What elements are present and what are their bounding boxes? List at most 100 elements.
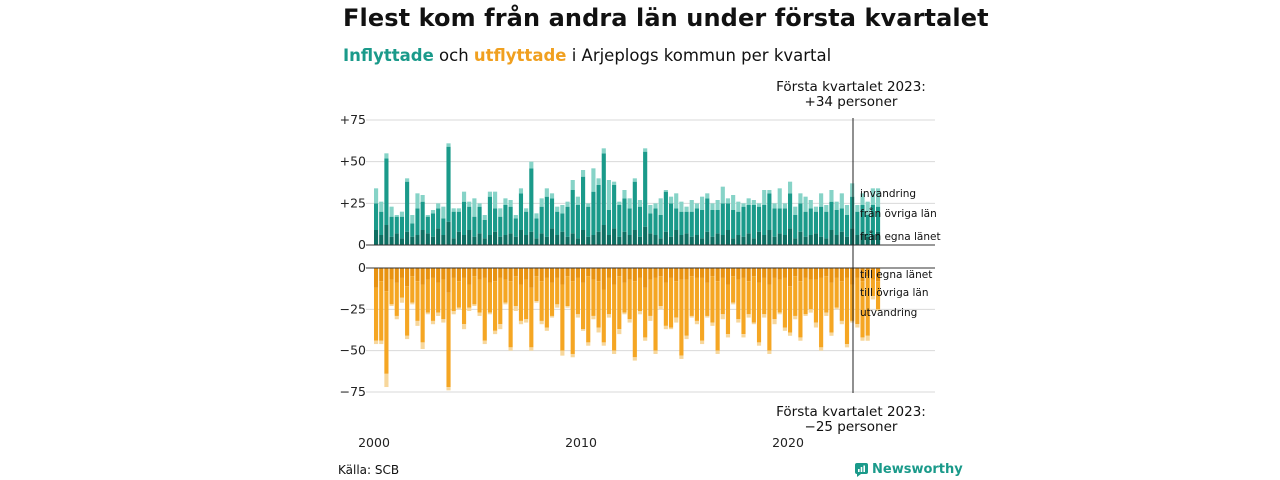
bar-out-ovriga (751, 276, 756, 323)
bar-out-ovriga (508, 281, 513, 348)
bar-out-ovriga (824, 276, 829, 313)
bar-out-ovriga (762, 277, 767, 315)
bar-in-egna (617, 236, 622, 245)
bar-out-egna (793, 268, 798, 277)
bar-in-ovriga (498, 216, 503, 237)
bar-in-invandring (860, 193, 865, 205)
bar-in-egna (570, 233, 575, 245)
bar-in-invandring (487, 191, 492, 197)
bar-out-egna (663, 268, 668, 283)
bar-in-ovriga (679, 211, 684, 235)
bar-out-egna (731, 268, 736, 277)
bar-out-egna (405, 268, 410, 287)
bar-in-egna (808, 235, 813, 245)
bar-in-ovriga (410, 223, 415, 237)
bar-out-egna (684, 268, 689, 280)
bar-in-ovriga (472, 216, 477, 237)
bar-in-invandring (482, 215, 487, 220)
bar-in-invandring (777, 188, 782, 209)
bar-out-ovriga (591, 279, 596, 316)
bar-in-ovriga (389, 216, 394, 237)
bar-out-utvandring (705, 315, 710, 318)
bar-in-invandring (648, 205, 653, 214)
bar-in-invandring (844, 205, 850, 215)
bar-in-ovriga (808, 208, 813, 235)
bar-in-invandring (503, 198, 508, 205)
bar-out-ovriga (539, 281, 544, 321)
bar-out-ovriga (617, 276, 622, 330)
bar-out-utvandring (772, 319, 777, 325)
bar-out-egna (586, 268, 591, 277)
bar-in-invandring (389, 206, 394, 217)
bar-out-egna (513, 268, 518, 277)
bar-in-ovriga (772, 208, 777, 237)
bar-in-ovriga (653, 208, 658, 235)
bar-out-utvandring (622, 312, 627, 315)
bar-in-invandring (394, 215, 399, 217)
bar-out-ovriga (461, 277, 467, 325)
bar-out-utvandring (487, 312, 492, 315)
bar-out-egna (565, 268, 570, 277)
bar-out-egna (767, 268, 772, 285)
bar-in-invandring (850, 183, 855, 197)
bar-out-ovriga (777, 279, 782, 313)
y-tick-label-out: −50 (340, 343, 366, 358)
bar-in-ovriga (446, 146, 451, 222)
bar-out-utvandring (637, 310, 643, 315)
bar-out-utvandring (570, 353, 575, 358)
bar-out-ovriga (834, 277, 839, 308)
bar-out-egna (648, 268, 653, 280)
bar-in-invandring (493, 191, 498, 209)
bar-out-utvandring (741, 334, 746, 338)
bar-out-utvandring (725, 334, 731, 338)
bar-out-utvandring (508, 347, 513, 351)
bar-out-utvandring (689, 315, 694, 318)
bar-in-ovriga (627, 208, 632, 235)
bar-out-egna (529, 268, 534, 288)
bar-in-invandring (658, 198, 663, 215)
bar-out-utvandring (498, 324, 503, 330)
bar-out-egna (653, 268, 658, 278)
bar-in-invandring (477, 203, 482, 207)
bar-out-egna (674, 268, 679, 282)
bar-out-egna (477, 268, 482, 280)
bar-out-egna (518, 268, 524, 285)
bar-out-utvandring (394, 315, 399, 320)
bar-in-ovriga (477, 206, 482, 234)
bar-in-ovriga (658, 215, 663, 239)
bar-out-utvandring (875, 309, 881, 311)
chart-title: Flest kom från andra län under första kv… (343, 4, 989, 32)
y-tick-label-out: −25 (340, 301, 366, 316)
bar-in-ovriga (544, 196, 549, 237)
bar-out-ovriga (487, 282, 492, 313)
bar-in-ovriga (689, 211, 694, 237)
bar-in-ovriga (617, 205, 622, 237)
bar-in-egna (824, 238, 829, 245)
bar-out-utvandring (668, 327, 674, 330)
bar-out-utvandring (374, 340, 379, 345)
bar-out-ovriga (627, 279, 632, 320)
bar-out-utvandring (658, 306, 663, 310)
bar-in-ovriga (461, 201, 467, 235)
bar-in-ovriga (513, 218, 518, 237)
bar-out-ovriga (788, 286, 793, 333)
bar-in-egna (875, 231, 881, 245)
bar-out-ovriga (808, 279, 813, 310)
bar-in-invandring (565, 201, 570, 207)
bar-in-invandring (451, 208, 456, 212)
bar-in-ovriga (829, 201, 834, 230)
bar-in-ovriga (720, 203, 725, 235)
bar-in-ovriga (425, 216, 430, 234)
bar-in-egna (653, 235, 658, 245)
series-label-till-ovriga-lan: till övriga län (860, 287, 929, 299)
bar-out-ovriga (430, 277, 436, 321)
bar-in-invandring (689, 200, 694, 212)
bar-out-utvandring (663, 325, 668, 330)
bar-out-ovriga (477, 279, 482, 313)
bar-in-egna (772, 236, 777, 245)
bar-out-utvandring (720, 314, 725, 320)
bar-out-utvandring (777, 312, 782, 315)
bar-out-ovriga (668, 277, 674, 328)
bar-in-ovriga (715, 210, 720, 234)
bar-out-ovriga (565, 276, 570, 307)
